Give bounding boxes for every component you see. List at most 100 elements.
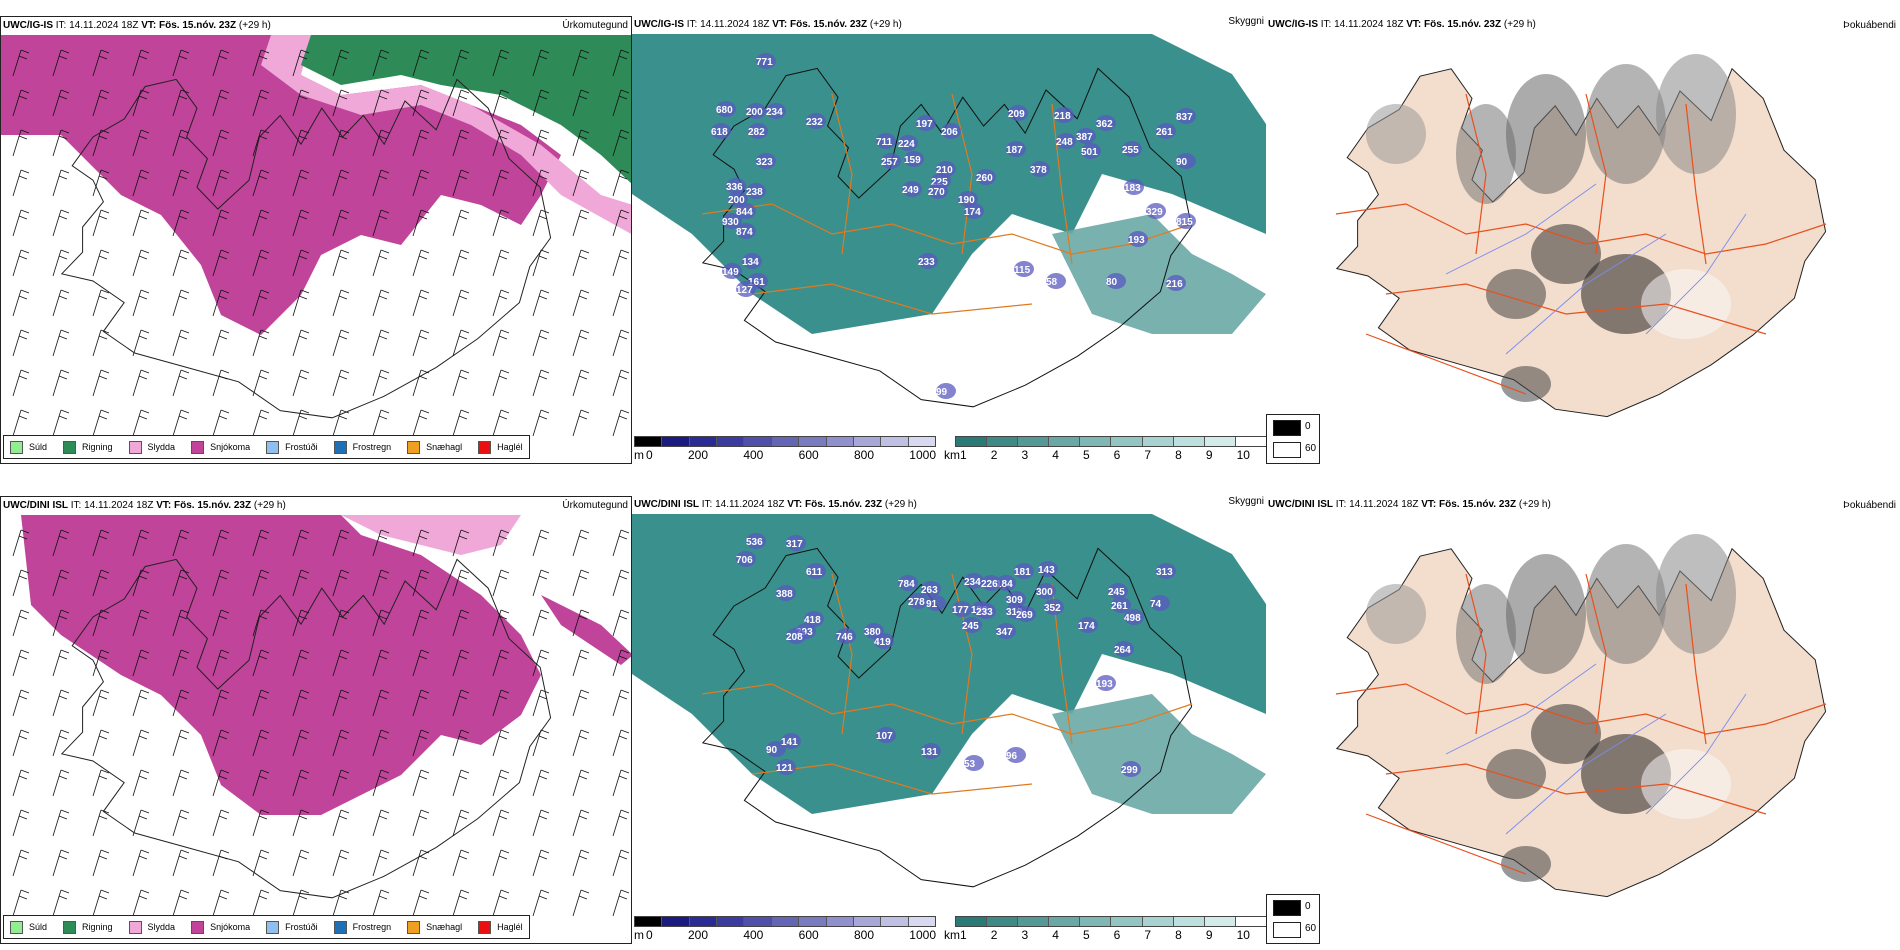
legend-label: Rigning [82, 442, 113, 452]
legend-label: Súld [29, 922, 48, 932]
cloud-base-label: 380 [864, 627, 881, 638]
wind-barb [372, 809, 390, 837]
colorbar-step [956, 917, 988, 926]
legend-swatch [266, 440, 280, 454]
legend-item: Frostúði [266, 440, 318, 454]
cloud-base-patch [736, 223, 756, 239]
fog-min-swatch [1273, 420, 1301, 436]
valid-time: VT: Fös. 15.nóv. 23Z [772, 19, 868, 30]
wind-barb [372, 849, 390, 877]
wind-barb [452, 849, 470, 877]
cloud-base-label: 190 [958, 195, 975, 206]
cloud-base-patch [1038, 561, 1058, 577]
precip-type-map [1, 35, 631, 445]
wind-barb [292, 129, 310, 157]
cloud-base-label: 127 [736, 285, 753, 296]
wind-barb [92, 89, 110, 117]
wind-barb [332, 889, 350, 917]
lead-time: (+29 h) [869, 19, 902, 30]
legend-label: Slydda [147, 922, 176, 932]
cloud-base-patch [976, 169, 996, 185]
wind-barb [372, 689, 390, 717]
wind-barb [92, 49, 110, 77]
wind-barb [492, 209, 510, 237]
colorbar-tick: 6 [1113, 928, 1121, 942]
wind-barb [412, 49, 430, 77]
cloud-base-label: 618 [711, 127, 728, 138]
cloud-base-label: 746 [836, 632, 853, 643]
cloud-base-label: 815 [1176, 217, 1193, 228]
wind-barb [292, 249, 310, 277]
legend-item: Frostregn [333, 920, 391, 934]
wind-barb [132, 689, 150, 717]
wind-barb [52, 49, 70, 77]
lead-time: (+29 h) [1518, 499, 1551, 510]
cloud-base-label: 245 [962, 621, 979, 632]
legend-label: Rigning [82, 922, 113, 932]
colorbar-tick: 400 [743, 928, 764, 942]
wind-barb [332, 569, 350, 597]
wind-barb [492, 249, 510, 277]
colorbar-step [1173, 917, 1205, 926]
wind-barb [332, 249, 350, 277]
colorbar-step [826, 917, 854, 926]
cloud-base-label: 177 [952, 605, 969, 616]
fog-max-swatch [1273, 922, 1301, 938]
cloud-base-patch [804, 611, 824, 627]
coastline [60, 558, 552, 899]
cloud-base-patch [1166, 275, 1186, 291]
cloud-base-patch [1124, 609, 1144, 625]
wind-barb [52, 889, 70, 917]
fog-index-shade [1501, 846, 1551, 882]
fog-index-shade [1586, 64, 1666, 184]
wind-barb [172, 769, 190, 797]
cloud-base-label: 269 [1016, 610, 1033, 621]
wind-barb [172, 89, 190, 117]
colorbar-tick: 4 [1052, 448, 1059, 462]
colorbar-tick: 1000 [909, 928, 936, 942]
wind-barb [132, 849, 150, 877]
rivers [1445, 663, 1747, 835]
colorbar-step [1049, 437, 1081, 446]
wind-barb [452, 569, 470, 597]
legend-label: Súld [29, 442, 48, 452]
wind-barb [172, 689, 190, 717]
cloud-base-label: 184 [996, 579, 1013, 590]
wind-barb [372, 129, 390, 157]
wind-barb [332, 649, 350, 677]
wind-barb [292, 569, 310, 597]
wind-barb [572, 569, 590, 597]
colorbar-tick: 0 [646, 448, 653, 462]
wind-barb [412, 209, 430, 237]
wind-barb [532, 729, 550, 757]
cloud-base-label: 680 [716, 105, 733, 116]
fog-panel-top: UWC/IG-IS IT: 14.11.2024 18Z VT: Fös. 15… [1266, 16, 1900, 464]
cloud-base-patch [766, 103, 786, 119]
colorbar-step [956, 437, 988, 446]
cloud-base-label: 159 [904, 155, 921, 166]
wind-barb [252, 769, 270, 797]
cloud-base-patch [736, 203, 756, 219]
fog-min-label: 0 [1305, 421, 1311, 432]
wind-barb [212, 689, 230, 717]
wind-barb [412, 769, 430, 797]
wind-barb [492, 169, 510, 197]
panel-title: Úrkomutegund [562, 20, 628, 31]
init-time: 14.11.2024 18Z [69, 20, 139, 31]
cloud-base-label: 255 [1122, 145, 1139, 156]
wind-barb [572, 769, 590, 797]
wind-barb [292, 409, 310, 437]
fog-legend: 0 60 [1266, 894, 1320, 944]
colorbar-step [1235, 917, 1266, 926]
wind-barb [92, 649, 110, 677]
legend-item: Rigning [63, 920, 113, 934]
wind-barb [452, 689, 470, 717]
wind-barb [532, 809, 550, 837]
fog-index-shade [1366, 584, 1426, 644]
wind-barb [12, 809, 30, 837]
wind-barb [92, 129, 110, 157]
model-name: UWC/DINI ISL [634, 499, 699, 510]
wind-barb [572, 409, 590, 437]
cloud-base-label: 501 [1081, 147, 1098, 158]
wind-barb [172, 569, 190, 597]
